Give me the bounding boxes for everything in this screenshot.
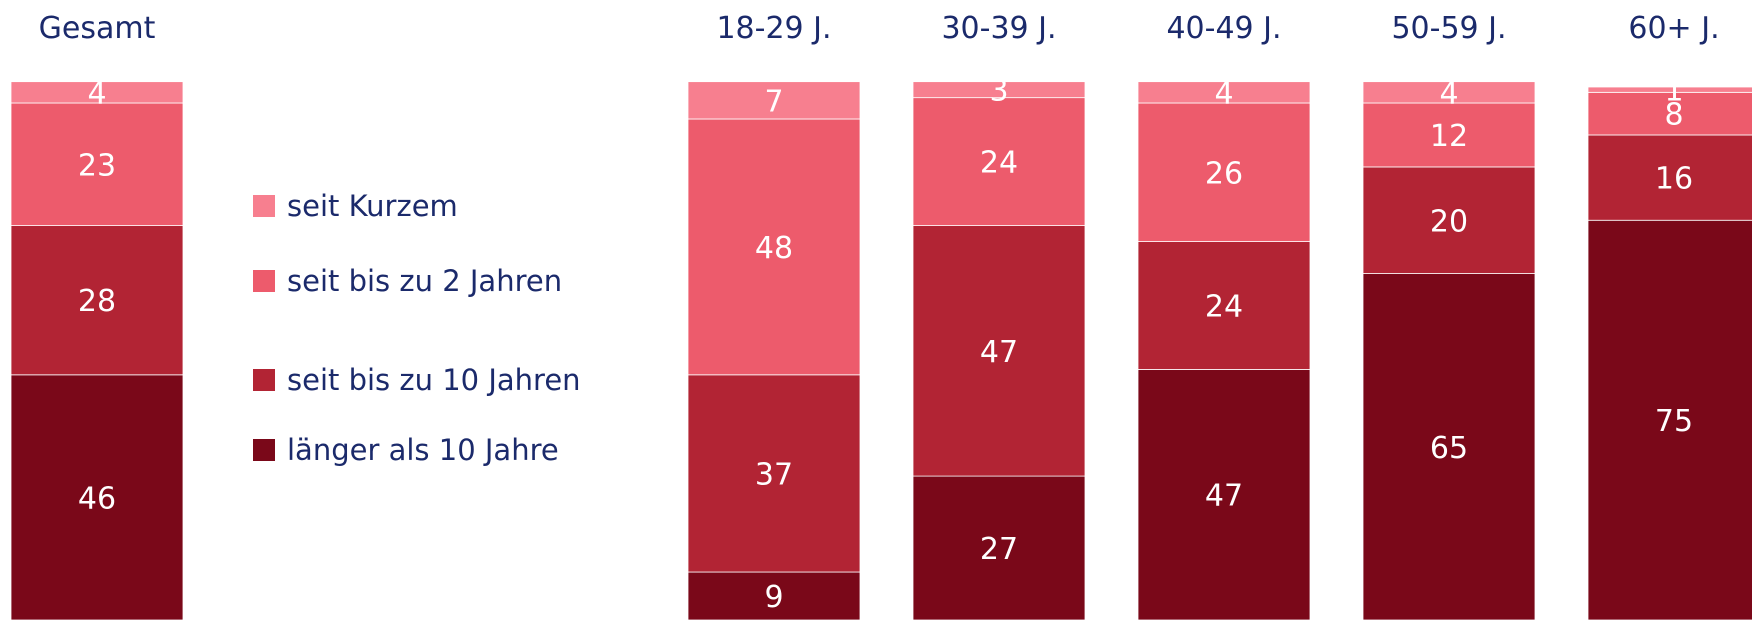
bar-segment-50-59-j-laenger-als-10-jahre xyxy=(1362,273,1536,621)
category-label-50-59-j: 50-59 J. xyxy=(1391,11,1506,46)
bar-segment-60-j-laenger-als-10-jahre xyxy=(1587,219,1752,621)
bar-segment-30-39-j-laenger-als-10-jahre xyxy=(912,475,1086,621)
data-label-30-39-j-seit-bis-zu-10-jahren: 47 xyxy=(980,335,1018,370)
bar-segment-60-j-seit-bis-zu-2-jahren xyxy=(1587,91,1752,136)
category-label-gesamt: Gesamt xyxy=(39,11,156,46)
legend: seit Kurzem seit bis zu 2 Jahren seit bis … xyxy=(253,189,581,467)
bar-segment-50-59-j-seit-bis-zu-10-jahren xyxy=(1362,166,1536,274)
bar-segment-40-49-j-seit-bis-zu-10-jahren xyxy=(1137,241,1311,370)
legend-label-seit-bis-zu-2-jahren: seit bis zu 2 Jahren xyxy=(287,264,562,298)
category-label-30-39-j: 30-39 J. xyxy=(941,11,1056,46)
data-label-60-j-seit-kurzem: 1 xyxy=(1664,74,1683,109)
data-label-30-39-j-laenger-als-10-jahre: 27 xyxy=(980,532,1018,567)
data-label-18-29-j-laenger-als-10-jahre: 9 xyxy=(764,580,783,615)
bar-segment-30-39-j-seit-kurzem xyxy=(912,81,1086,99)
legend-label-laenger-als-10-jahre: länger als 10 Jahre xyxy=(287,433,559,467)
bar-segment-gesamt-seit-bis-zu-10-jahren xyxy=(10,225,184,376)
category-label-40-49-j: 40-49 J. xyxy=(1166,11,1281,46)
data-label-50-59-j-laenger-als-10-jahre: 65 xyxy=(1430,431,1468,466)
legend-item-seit-bis-zu-10-jahren: seit bis zu 10 Jahren xyxy=(253,363,581,397)
legend-swatch-seit-kurzem xyxy=(253,195,275,217)
data-label-40-49-j-seit-bis-zu-2-jahren: 26 xyxy=(1205,156,1243,191)
bar-segment-40-49-j-seit-kurzem xyxy=(1137,81,1311,104)
category-label-60-j: 60+ J. xyxy=(1628,11,1719,46)
bar-segment-gesamt-laenger-als-10-jahre xyxy=(10,374,184,621)
data-label-gesamt-seit-kurzem: 4 xyxy=(87,76,106,111)
data-label-50-59-j-seit-kurzem: 4 xyxy=(1439,76,1458,111)
legend-item-laenger-als-10-jahre: länger als 10 Jahre xyxy=(253,433,559,467)
bars-layer xyxy=(10,81,1752,621)
bar-segment-30-39-j-seit-bis-zu-10-jahren xyxy=(912,225,1086,477)
data-label-40-49-j-laenger-als-10-jahre: 47 xyxy=(1205,479,1243,514)
bar-segment-40-49-j-seit-bis-zu-2-jahren xyxy=(1137,102,1311,242)
data-label-60-j-laenger-als-10-jahre: 75 xyxy=(1655,404,1693,439)
bar-segment-60-j-seit-bis-zu-10-jahren xyxy=(1587,134,1752,221)
data-label-18-29-j-seit-bis-zu-2-jahren: 48 xyxy=(755,231,793,266)
legend-label-seit-bis-zu-10-jahren: seit bis zu 10 Jahren xyxy=(287,363,581,397)
data-label-50-59-j-seit-bis-zu-10-jahren: 20 xyxy=(1430,204,1468,239)
data-label-30-39-j-seit-bis-zu-2-jahren: 24 xyxy=(980,146,1018,181)
bar-segment-18-29-j-seit-bis-zu-2-jahren xyxy=(687,118,861,376)
data-label-18-29-j-seit-kurzem: 7 xyxy=(764,84,783,119)
data-label-60-j-seit-bis-zu-2-jahren: 8 xyxy=(1664,98,1683,133)
bar-segment-18-29-j-seit-bis-zu-10-jahren xyxy=(687,374,861,573)
data-label-50-59-j-seit-bis-zu-2-jahren: 12 xyxy=(1430,119,1468,154)
bar-segment-40-49-j-laenger-als-10-jahre xyxy=(1137,369,1311,621)
data-label-gesamt-seit-bis-zu-2-jahren: 23 xyxy=(78,148,116,183)
data-label-40-49-j-seit-bis-zu-10-jahren: 24 xyxy=(1205,290,1243,325)
data-label-30-39-j-seit-kurzem: 3 xyxy=(989,74,1008,109)
bar-segment-18-29-j-seit-kurzem xyxy=(687,81,861,120)
bar-segment-gesamt-seit-kurzem xyxy=(10,81,184,104)
bar-segment-50-59-j-seit-kurzem xyxy=(1362,81,1536,104)
bar-segment-18-29-j-laenger-als-10-jahre xyxy=(687,571,861,621)
bar-segment-50-59-j-seit-bis-zu-2-jahren xyxy=(1362,102,1536,168)
legend-label-seit-kurzem: seit Kurzem xyxy=(287,189,458,223)
legend-item-seit-bis-zu-2-jahren: seit bis zu 2 Jahren xyxy=(253,264,562,298)
data-label-40-49-j-seit-kurzem: 4 xyxy=(1214,76,1233,111)
data-label-gesamt-laenger-als-10-jahre: 46 xyxy=(78,481,116,516)
category-label-18-29-j: 18-29 J. xyxy=(716,11,831,46)
bar-segment-60-j-seit-kurzem xyxy=(1587,86,1752,93)
legend-swatch-seit-bis-zu-2-jahren xyxy=(253,270,275,292)
legend-swatch-seit-bis-zu-10-jahren xyxy=(253,369,275,391)
data-label-18-29-j-seit-bis-zu-10-jahren: 37 xyxy=(755,457,793,492)
legend-item-seit-kurzem: seit Kurzem xyxy=(253,189,458,223)
data-label-60-j-seit-bis-zu-10-jahren: 16 xyxy=(1655,162,1693,197)
legend-swatch-laenger-als-10-jahre xyxy=(253,439,275,461)
data-label-gesamt-seit-bis-zu-10-jahren: 28 xyxy=(78,284,116,319)
bar-segment-30-39-j-seit-bis-zu-2-jahren xyxy=(912,97,1086,226)
